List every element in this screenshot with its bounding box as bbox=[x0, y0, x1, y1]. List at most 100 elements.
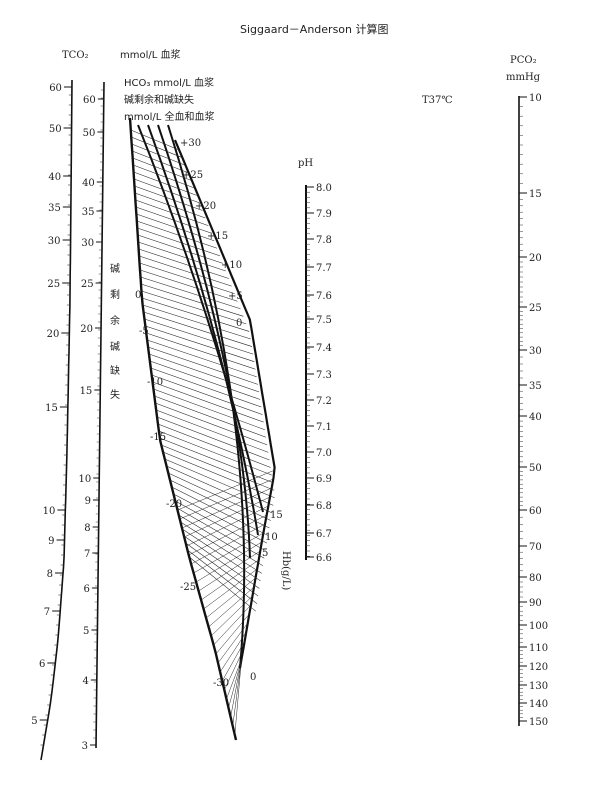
base-excess-axis-unit: mmol/L 全血和血浆 bbox=[124, 110, 215, 123]
pco2-tick-label: 80 bbox=[529, 573, 542, 584]
hco3-tick-label: 9 bbox=[85, 496, 91, 507]
hb-tick-label: 10 bbox=[265, 532, 278, 543]
hco3-tick-label: 15 bbox=[80, 386, 93, 397]
grid-hatch-line bbox=[198, 550, 261, 592]
pco2-tick-label: 140 bbox=[529, 699, 548, 710]
temperature-label: T37℃ bbox=[422, 95, 453, 106]
grid-hatch-line bbox=[147, 339, 257, 378]
ph-tick-label: 7.2 bbox=[316, 396, 332, 407]
grid-hatch-line bbox=[224, 649, 244, 691]
hb-curve bbox=[137, 124, 264, 513]
grid-hatch-line bbox=[148, 353, 260, 393]
grid-hatch-line bbox=[156, 409, 269, 453]
pco2-tick-label: 40 bbox=[529, 412, 542, 423]
tco2-tick-label: 60 bbox=[49, 83, 62, 94]
grid-hatch-line bbox=[184, 496, 271, 538]
tco2-axis-label: TCO₂ bbox=[62, 50, 89, 61]
tco2-tick-label: 25 bbox=[47, 279, 60, 290]
grid-hatch-line bbox=[183, 535, 260, 589]
base-excess-upper-label: +30 bbox=[180, 138, 201, 149]
hb-curve bbox=[147, 124, 259, 536]
vertical-char: 缺 bbox=[110, 364, 120, 377]
base-excess-upper-label: +20 bbox=[195, 201, 216, 212]
grid-hatch-line bbox=[133, 171, 197, 196]
base-excess-lower-label: -25 bbox=[180, 582, 196, 593]
chart-title: Siggaard－Anderson 计算图 bbox=[240, 22, 389, 36]
grid-hatch-line bbox=[158, 430, 272, 476]
grid-hatch-line bbox=[226, 658, 242, 700]
grid-hatch-line bbox=[200, 559, 259, 601]
ph-tick-label: 7.3 bbox=[316, 370, 332, 381]
ph-axis-label: pH bbox=[298, 158, 313, 169]
grid-hatch-line bbox=[146, 332, 256, 370]
ph-tick-label: 6.8 bbox=[316, 501, 332, 512]
tco2-tick-label: 50 bbox=[49, 124, 62, 135]
pco2-tick-label: 10 bbox=[529, 93, 542, 104]
grid-hatch-line bbox=[136, 213, 215, 241]
grid-hatch-line bbox=[140, 276, 241, 310]
grid-hatch-line bbox=[193, 532, 264, 574]
hco3-tick-label: 8 bbox=[84, 523, 90, 534]
grid-hatch-line bbox=[133, 164, 194, 189]
grid-hatch-line bbox=[161, 444, 275, 491]
tco2-axis-line bbox=[40, 79, 73, 761]
pco2-tick-label: 25 bbox=[529, 303, 542, 314]
grid-hatch-line bbox=[175, 500, 266, 551]
base-excess-lower-label: -30 bbox=[213, 678, 229, 689]
base-excess-upper-label: +15 bbox=[207, 231, 228, 242]
grid-left-boundary bbox=[128, 117, 238, 741]
grid-hatch-line bbox=[179, 478, 274, 520]
grid-hatch-line bbox=[141, 297, 250, 332]
pco2-axis-label: PCO₂ bbox=[510, 55, 537, 66]
grid-hatch-line bbox=[150, 367, 262, 408]
hco3-tick-label: 20 bbox=[80, 324, 93, 335]
ph-tick-label: 8.0 bbox=[316, 183, 332, 194]
vertical-char: 碱 bbox=[110, 263, 120, 275]
pco2-tick-label: 20 bbox=[529, 253, 542, 264]
vertical-char: 余 bbox=[110, 314, 120, 327]
grid-hatch-line bbox=[189, 556, 256, 612]
base-excess-lower-label: -10 bbox=[147, 377, 163, 388]
base-excess-vertical-label: 碱 剩 余 碱 缺 失 bbox=[110, 263, 120, 401]
vertical-char: 碱 bbox=[110, 341, 120, 353]
hco3-tick-label: 25 bbox=[81, 279, 94, 290]
grid-hatch-line bbox=[177, 469, 276, 511]
grid-hatch-line bbox=[217, 622, 248, 664]
grid-hatch-line bbox=[139, 269, 238, 302]
pco2-scale: 10 15 20 25 30 35 40 50 60 70 80 90 100 110 120 130 140 1… bbox=[518, 93, 548, 728]
base-excess-upper-label: +5 bbox=[228, 291, 243, 302]
ph-scale: 8.0 7.9 7.8 7.7 7.6 7.5 7.4 7.3 7.2 7.1 7.0 6.9 6.8 6… bbox=[305, 183, 332, 564]
pco2-tick-label: 90 bbox=[529, 598, 542, 609]
tco2-tick-label: 6 bbox=[39, 659, 45, 670]
base-excess-scale: +30 +25 +20 +15 +10 +5 0 0 -5 -10 -15 -20 -25 -30 bbox=[135, 138, 243, 689]
grid-hatch-line bbox=[147, 346, 258, 385]
base-excess-lower-label: 0 bbox=[135, 290, 141, 301]
grid-hatch-line bbox=[131, 136, 183, 158]
ph-tick-label: 7.9 bbox=[316, 209, 332, 220]
pco2-tick-label: 110 bbox=[529, 643, 548, 654]
grid-hatch-line bbox=[166, 465, 273, 514]
grid-hatch-line bbox=[135, 199, 209, 226]
ph-tick-label: 7.6 bbox=[316, 291, 332, 302]
ph-tick-label: 7.5 bbox=[316, 315, 332, 326]
tco2-tick-label: 7 bbox=[44, 607, 50, 618]
grid-hatch-line bbox=[132, 150, 189, 173]
tco2-tick-label: 30 bbox=[48, 236, 61, 247]
grid-hatch-line bbox=[151, 374, 263, 415]
base-excess-lower-label: -15 bbox=[150, 432, 166, 443]
base-excess-upper-label: 0 bbox=[236, 318, 242, 329]
ph-tick-label: 7.1 bbox=[316, 422, 332, 433]
hco3-tick-label: 40 bbox=[82, 178, 95, 189]
hco3-axis-line bbox=[95, 81, 105, 749]
base-excess-upper-label: +25 bbox=[182, 170, 203, 181]
grid-hatch-line bbox=[139, 255, 232, 287]
grid-hatch-line bbox=[138, 248, 229, 279]
pco2-tick-label: 15 bbox=[529, 189, 542, 200]
grid-hatch-line bbox=[133, 178, 200, 204]
hco3-tick-label: 3 bbox=[82, 741, 88, 752]
base-excess-upper-label: +10 bbox=[221, 260, 242, 271]
grid-hatch-line bbox=[195, 541, 262, 583]
pco2-tick-label: 30 bbox=[529, 346, 542, 357]
ph-tick-label: 7.4 bbox=[316, 343, 332, 354]
